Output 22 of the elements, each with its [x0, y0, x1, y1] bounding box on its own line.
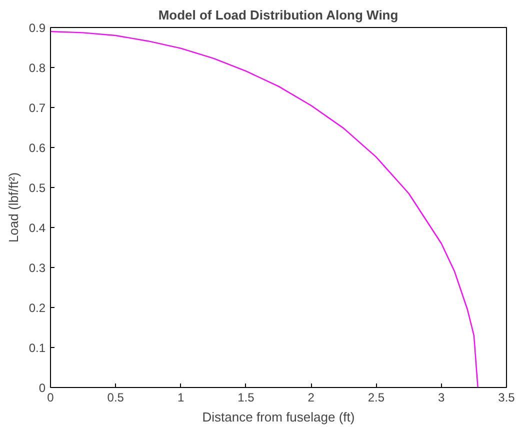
y-tick-label: 0.1: [28, 341, 46, 355]
x-tick-label: 1.5: [238, 390, 255, 404]
line-series: [50, 30, 478, 388]
chart-title: Model of Load Distribution Along Wing: [158, 8, 398, 22]
y-axis-title: Load (lbf/ft²): [6, 172, 21, 243]
y-tick-label: 0.7: [28, 101, 46, 115]
x-tick-label: 3.5: [498, 390, 516, 404]
x-tick-label: 2: [308, 390, 315, 404]
x-tick-label: 0: [47, 390, 54, 404]
y-tick-label: 0.8: [28, 61, 46, 75]
y-tick-label: 0.9: [28, 21, 46, 35]
x-tick-label: 1: [177, 390, 184, 404]
y-tick-label: 0.3: [28, 261, 46, 275]
y-tick-label: 0.6: [28, 141, 46, 155]
x-tick-label: 3: [438, 390, 446, 404]
y-tick-label: 0: [38, 381, 46, 395]
x-tick-label: 2.5: [368, 390, 385, 404]
y-tick-label: 0.4: [28, 221, 46, 235]
y-tick-label: 0.2: [28, 301, 46, 315]
x-tick-label: 0.5: [107, 390, 124, 404]
y-tick-label: 0.5: [28, 181, 46, 195]
x-axis-title: Distance from fuselage (ft): [202, 410, 355, 424]
